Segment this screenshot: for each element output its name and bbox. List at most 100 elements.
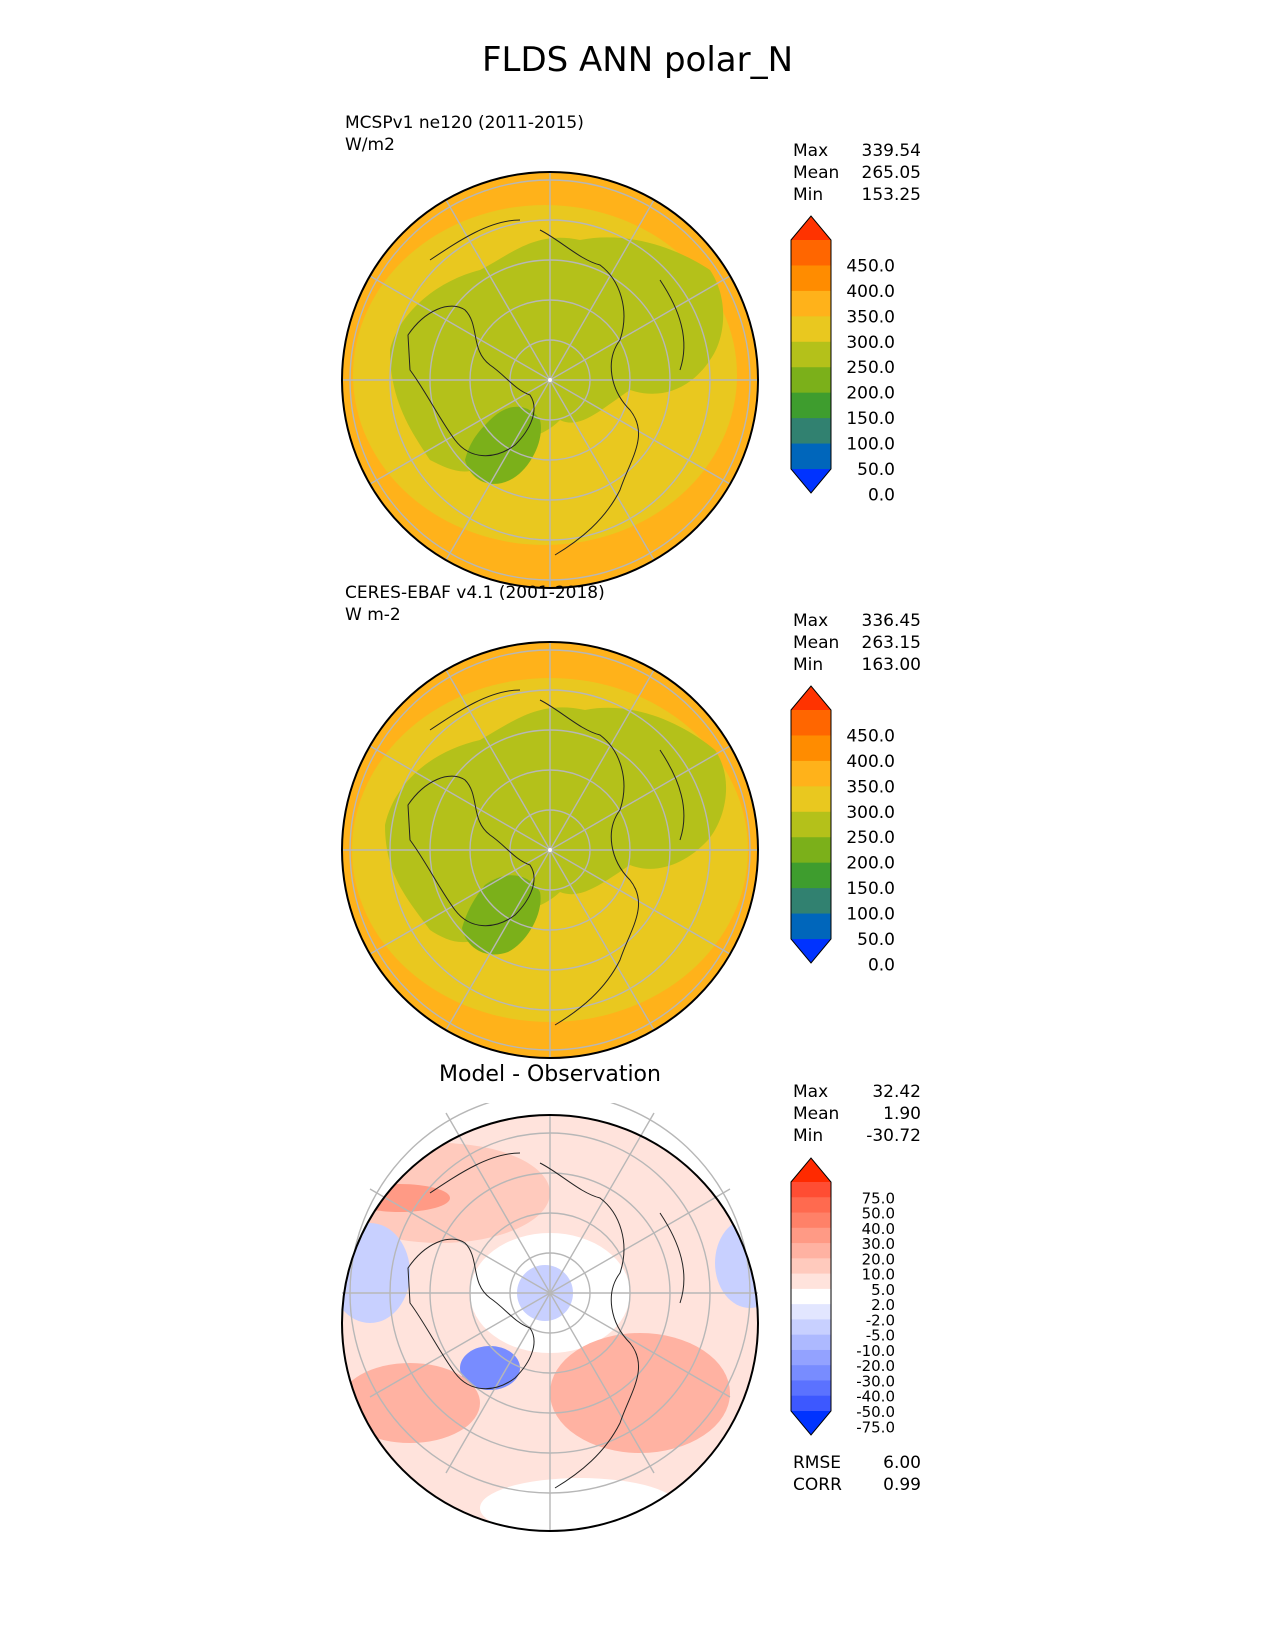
stat-min-value: 163.00 — [861, 655, 921, 675]
colorbar-outline — [790, 685, 832, 964]
colorbar-tick-label: 300.0 — [846, 803, 895, 823]
colorbar-swatch — [791, 1243, 831, 1259]
model-colorbar: 450.0 400.0 350.0 300.0 250.0 200.0 150.0 100.0… — [790, 215, 895, 505]
colorbar-extend-min — [791, 1411, 831, 1435]
colorbar-tick-label: 350.0 — [846, 307, 895, 327]
colorbar-swatch — [791, 341, 831, 368]
colorbar-tick-label: 0.0 — [868, 955, 895, 975]
colorbar-swatch — [791, 1182, 831, 1198]
coastlines — [407, 219, 685, 556]
colorbar-swatch — [791, 786, 831, 813]
colorbar-swatch — [791, 418, 831, 445]
colorbar-tick-label: -40.0 — [856, 1388, 895, 1406]
colorbar-outline — [790, 1157, 832, 1436]
obs-name: CERES-EBAF v4.1 (2001-2018) — [345, 583, 605, 603]
colorbar-tick-label: 0.0 — [868, 485, 895, 505]
stat-min-label: Min — [793, 655, 824, 675]
colorbar-swatch — [791, 1197, 831, 1214]
colorbar-swatch — [791, 1319, 831, 1336]
colorbar-swatch — [791, 862, 831, 889]
stat-mean-value: 265.05 — [861, 163, 921, 183]
colorbar-swatch — [791, 265, 831, 292]
colorbar-swatch — [791, 1212, 831, 1229]
graticule — [342, 1103, 758, 1531]
corr-label: CORR — [793, 1475, 842, 1495]
colorbar-tick-label: 50.0 — [857, 930, 895, 950]
stat-max-label: Max — [793, 611, 829, 631]
colorbar-tick-label: 5.0 — [871, 1281, 895, 1299]
colorbar-tick-label: 150.0 — [846, 879, 895, 899]
model-stats: Max 339.54 Mean 265.05 Min 153.25 — [793, 140, 921, 206]
graticule — [342, 642, 758, 1058]
colorbar-swatch — [791, 710, 831, 736]
colorbar-tick-label: 2.0 — [871, 1296, 895, 1314]
colorbar-tick-label: 30.0 — [862, 1235, 895, 1253]
colorbar-tick-label: 75.0 — [862, 1189, 895, 1207]
colorbar-tick-label: 100.0 — [846, 435, 895, 455]
obs-colorbar: 450.0 400.0 350.0 300.0 250.0 200.0 150.0 100.0… — [790, 685, 895, 975]
coastlines — [407, 689, 685, 1026]
rmse-value: 6.00 — [883, 1453, 921, 1473]
obs-polar-map — [341, 641, 759, 1059]
diff-title: Model - Observation — [439, 1062, 661, 1087]
obs-stats: Max 336.45 Mean 263.15 Min 163.00 — [793, 610, 921, 676]
colorbar-swatch — [791, 1349, 831, 1366]
stat-min-label: Min — [793, 185, 824, 205]
diff-metrics: RMSE 6.00 CORR 0.99 — [793, 1452, 921, 1496]
stat-min-value: -30.72 — [866, 1126, 921, 1146]
colorbar-swatch — [791, 1227, 831, 1244]
figure-title: FLDS ANN polar_N — [481, 40, 794, 80]
colorbar-swatch — [791, 392, 831, 419]
colorbar-swatch — [791, 1273, 831, 1290]
colorbar-swatch — [791, 1380, 831, 1397]
colorbar-tick-label: 10.0 — [862, 1266, 895, 1284]
colorbar-swatch — [791, 913, 831, 940]
colorbar-swatch — [791, 811, 831, 838]
stat-max-value: 336.45 — [861, 611, 921, 631]
colorbar-tick-label: 400.0 — [846, 282, 895, 302]
colorbar-swatch — [791, 837, 831, 864]
colorbar-extend-max — [791, 1158, 831, 1182]
colorbar-tick-label: 50.0 — [862, 1205, 895, 1223]
colorbar-swatch — [791, 443, 831, 470]
colorbar-tick-label: 20.0 — [862, 1250, 895, 1268]
colorbar-tick-label: -50.0 — [856, 1403, 895, 1421]
colorbar-swatch — [791, 316, 831, 343]
colorbar-swatch — [791, 1258, 831, 1275]
colorbar-tick-label: -2.0 — [866, 1311, 895, 1329]
stat-max-label: Max — [793, 141, 829, 161]
colorbar-swatch — [791, 888, 831, 915]
obs-units: W m-2 — [345, 605, 401, 625]
colorbar-extend-max — [791, 686, 831, 710]
colorbar-tick-label: 200.0 — [846, 854, 895, 874]
stat-mean-label: Mean — [793, 633, 840, 653]
colorbar-extend-min — [791, 469, 831, 493]
colorbar-tick-label: -75.0 — [856, 1418, 895, 1436]
colorbar-swatch — [791, 240, 831, 266]
colorbar-tick-label: 40.0 — [862, 1220, 895, 1238]
colorbar-outline — [790, 215, 832, 494]
diff-polar-map — [341, 1103, 759, 1532]
colorbar-tick-label: -30.0 — [856, 1372, 895, 1390]
colorbar-swatch — [791, 760, 831, 787]
colorbar-swatch — [791, 290, 831, 317]
colorbar-tick-label: 200.0 — [846, 384, 895, 404]
colorbar-swatch — [791, 1334, 831, 1351]
colorbar-tick-label: 150.0 — [846, 409, 895, 429]
stat-max-label: Max — [793, 1082, 829, 1102]
colorbar-tick-label: 100.0 — [846, 905, 895, 925]
colorbar-swatch — [791, 1288, 831, 1305]
stat-mean-label: Mean — [793, 1104, 840, 1124]
colorbar-tick-label: -10.0 — [856, 1342, 895, 1360]
colorbar-swatch — [791, 735, 831, 762]
colorbar-tick-label: -20.0 — [856, 1357, 895, 1375]
colorbar-swatch — [791, 1365, 831, 1381]
colorbar-extend-max — [791, 216, 831, 240]
colorbar-tick-label: 250.0 — [846, 828, 895, 848]
stat-mean-label: Mean — [793, 163, 840, 183]
model-name: MCSPv1 ne120 (2011-2015) — [345, 113, 584, 133]
model-label: MCSPv1 ne120 (2011-2015) W/m2 — [345, 112, 584, 156]
colorbar-tick-label: 250.0 — [846, 358, 895, 378]
colorbar-tick-label: 300.0 — [846, 333, 895, 353]
diff-colorbar: 75.050.040.030.020.010.05.02.0-2.0-5.0-1… — [790, 1157, 895, 1436]
